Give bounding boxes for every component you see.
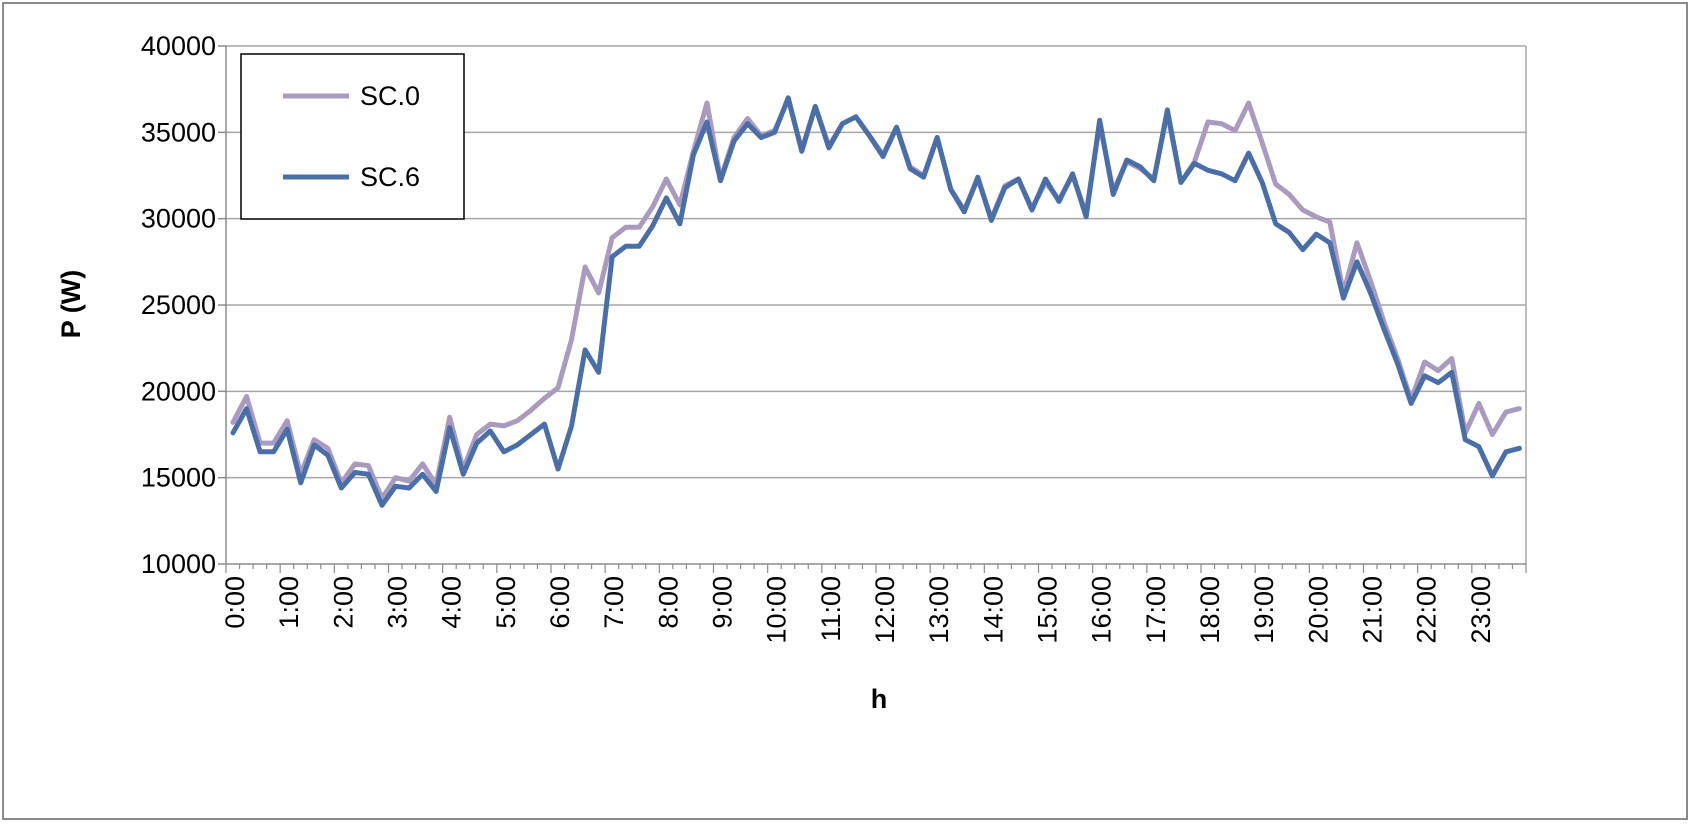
x-tick-label-10:00: 10:00 [762,576,792,644]
x-tick-label-16:00: 16:00 [1087,576,1117,644]
legend: SC.0 SC.6 [240,53,465,220]
legend-label-sc0: SC.0 [360,81,420,111]
x-tick-label-1:00: 1:00 [274,576,304,629]
y-tick-label-25000: 25000 [141,290,216,320]
axes [218,45,1527,573]
y-tick-label-10000: 10000 [141,549,216,579]
x-tick-label-17:00: 17:00 [1141,576,1171,644]
line-chart: 10000 15000 20000 25000 30000 35000 40000 0:00 1… [56,31,1527,714]
y-axis-title: P (W) [56,270,86,339]
y-tick-label-15000: 15000 [141,463,216,493]
x-tick-label-23:00: 23:00 [1466,576,1496,644]
legend-box [240,53,465,220]
x-tick-label-22:00: 22:00 [1412,576,1442,644]
y-tick-label-20000: 20000 [141,376,216,406]
legend-label-sc6: SC.6 [360,162,420,192]
x-tick-label-13:00: 13:00 [924,576,954,644]
x-tick-label-5:00: 5:00 [491,576,521,629]
tick-labels: 10000 15000 20000 25000 30000 35000 40000 0:00 1… [141,31,1496,644]
y-tick-label-30000: 30000 [141,204,216,234]
x-tick-label-14:00: 14:00 [978,576,1008,644]
x-tick-label-0:00: 0:00 [220,576,250,629]
y-tick-label-35000: 35000 [141,117,216,147]
x-tick-label-4:00: 4:00 [437,576,467,629]
y-tick-label-40000: 40000 [141,31,216,61]
x-tick-label-18:00: 18:00 [1195,576,1225,644]
x-tick-label-21:00: 21:00 [1358,576,1388,644]
x-tick-label-8:00: 8:00 [653,576,683,629]
x-tick-label-7:00: 7:00 [599,576,629,629]
x-tick-label-12:00: 12:00 [870,576,900,644]
series-line-sc6 [230,95,1522,508]
x-tick-label-9:00: 9:00 [708,576,738,629]
x-tick-label-11:00: 11:00 [816,576,846,642]
series-lines [230,95,1522,508]
x-tick-label-20:00: 20:00 [1303,576,1333,644]
x-axis-title: h [871,684,888,714]
x-tick-label-15:00: 15:00 [1033,576,1063,644]
x-tick-label-2:00: 2:00 [328,576,358,629]
x-tick-label-3:00: 3:00 [383,576,413,629]
x-tick-label-6:00: 6:00 [545,576,575,629]
x-tick-label-19:00: 19:00 [1249,576,1279,644]
